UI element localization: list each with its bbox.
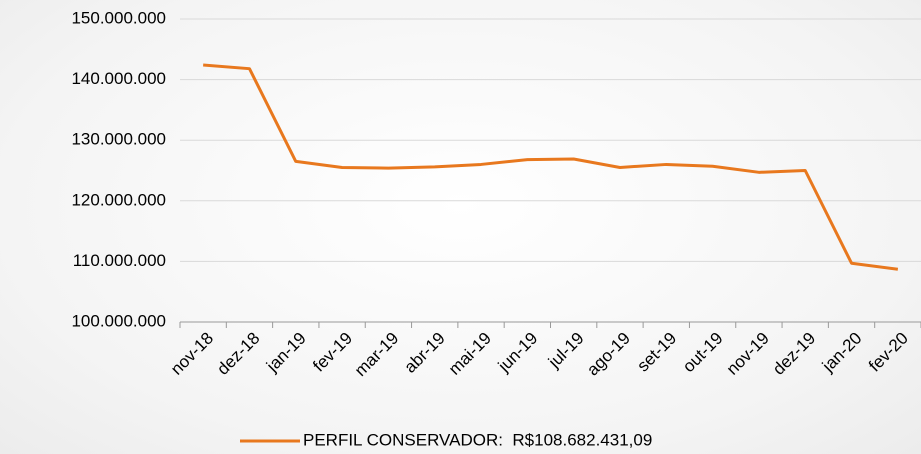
x-tick-label: nov-19: [723, 329, 773, 379]
y-tick-label: 140.000.000: [71, 69, 166, 88]
x-tick-label: ago-19: [583, 329, 634, 380]
x-tick-label: jul-19: [544, 329, 588, 373]
x-tick-label: mar-19: [351, 329, 403, 381]
x-tick-label: mai-19: [445, 329, 495, 379]
x-tick-label: out-19: [679, 329, 727, 377]
x-tick-label: jun-19: [494, 329, 542, 377]
x-tick-label: fev-19: [309, 329, 356, 376]
y-tick-label: 110.000.000: [73, 251, 166, 270]
x-tick-label: abr-19: [401, 329, 449, 377]
y-tick-label: 150.000.000: [71, 8, 166, 27]
x-tick-label: jan-19: [262, 329, 310, 377]
x-tick-label: dez-18: [213, 329, 263, 379]
line: [203, 63, 899, 271]
y-tick-label: 100.000.000: [71, 311, 166, 330]
x-tick-label: jan-20: [818, 329, 866, 377]
y-tick-label: 120.000.000: [71, 190, 166, 209]
y-tick-label: 130.000.000: [71, 130, 166, 149]
x-tick-label: set-19: [633, 329, 680, 376]
x-tick-label: fev-20: [865, 329, 912, 376]
x-tick-label: dez-19: [769, 329, 819, 379]
legend-label: PERFIL CONSERVADOR: R$108.682.431,09: [303, 430, 652, 449]
x-tick-label: nov-18: [167, 329, 217, 379]
